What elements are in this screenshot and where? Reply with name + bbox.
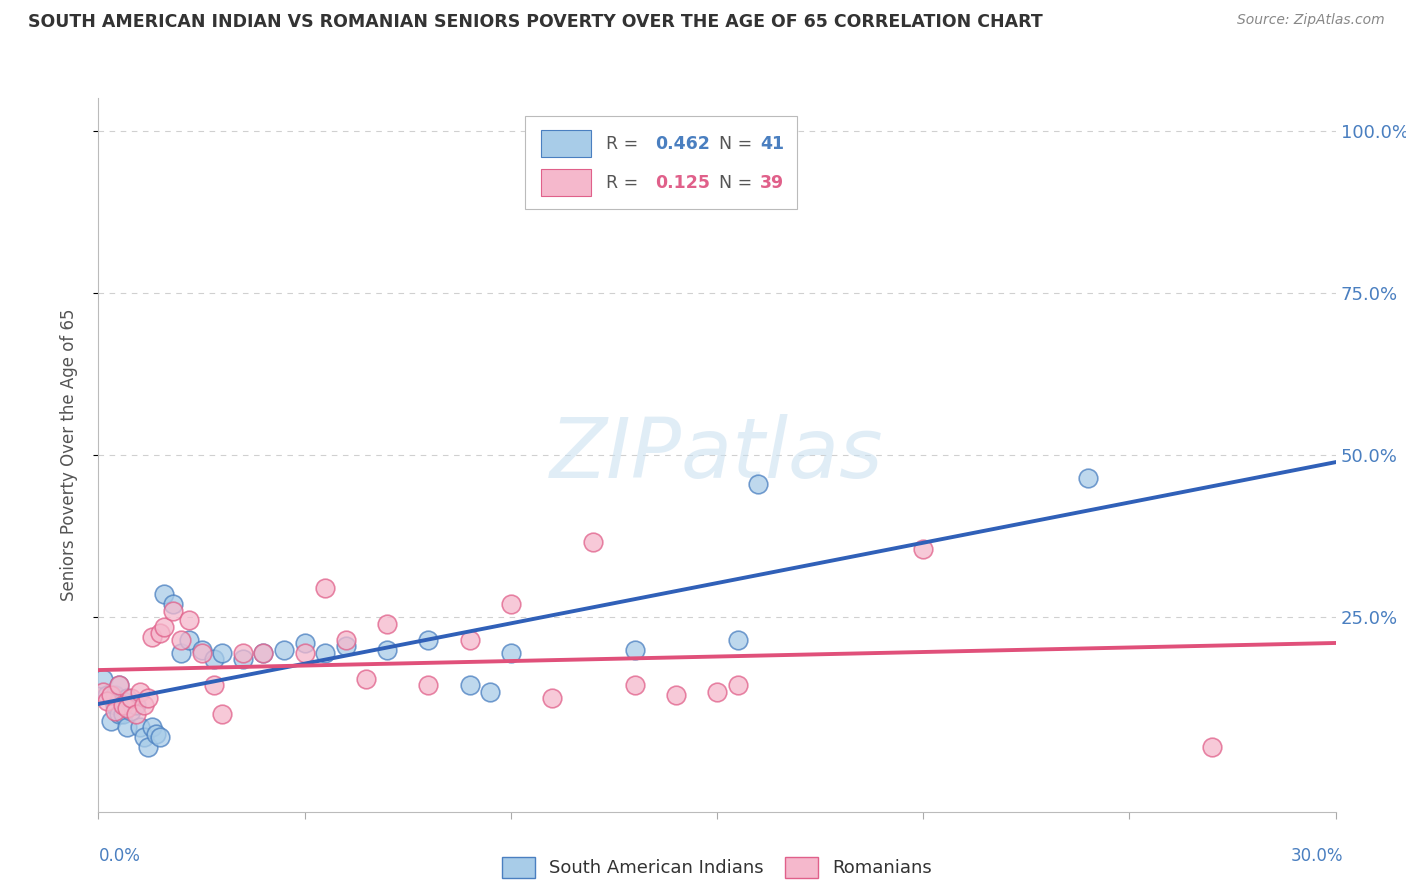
Point [252,646,274,660]
Text: 30.0%: 30.0% [1291,847,1343,865]
Text: ZIPatlas: ZIPatlas [550,415,884,495]
Point [128,684,150,698]
Point [108,678,131,692]
Point [112,694,135,708]
Text: 0.0%: 0.0% [98,847,141,865]
Text: 41: 41 [761,135,785,153]
Point [120,691,142,706]
Point [190,642,212,657]
Point [179,632,201,647]
Point [136,691,159,706]
Point [418,678,440,692]
Text: 39: 39 [761,174,785,192]
Point [145,727,167,741]
Point [132,730,155,744]
Point [273,642,295,657]
Point [458,632,481,647]
Point [499,646,522,660]
Point [582,535,605,549]
Point [108,707,131,722]
Point [120,704,142,718]
Point [623,642,645,657]
Point [104,698,127,712]
Point [132,698,155,712]
Point [117,691,139,706]
Point [96,694,118,708]
Point [1201,739,1223,754]
Point [727,632,749,647]
Point [375,616,398,631]
Point [153,587,176,601]
Point [211,646,233,660]
Point [294,636,316,650]
Legend: South American Indians, Romanians: South American Indians, Romanians [495,849,939,885]
Point [665,688,688,702]
Point [499,597,522,611]
Text: N =: N = [709,135,758,153]
Point [112,698,135,712]
Point [335,640,357,654]
Point [211,707,233,722]
Point [232,646,254,660]
Point [912,541,935,556]
Point [91,684,114,698]
Point [104,704,127,718]
Point [294,646,316,660]
Point [458,678,481,692]
Point [706,684,728,698]
Text: 0.125: 0.125 [655,174,710,192]
Point [252,646,274,660]
Point [124,707,146,722]
Point [117,720,139,734]
Point [112,707,135,722]
Text: N =: N = [709,174,758,192]
Point [202,678,225,692]
Point [541,691,564,706]
Point [190,646,212,660]
FancyBboxPatch shape [541,169,591,196]
Point [335,632,357,647]
Point [149,730,172,744]
Point [747,477,769,491]
Point [202,652,225,666]
Point [141,720,163,734]
FancyBboxPatch shape [526,116,797,209]
Point [1077,470,1099,484]
Point [124,698,146,712]
Point [96,688,118,702]
Point [162,597,184,611]
Point [232,652,254,666]
Point [314,581,336,595]
Point [117,701,139,715]
Point [314,646,336,660]
FancyBboxPatch shape [541,130,591,157]
Point [418,632,440,647]
Point [153,620,176,634]
Point [170,632,193,647]
Point [479,684,502,698]
Point [100,714,122,728]
Point [91,672,114,686]
Text: 0.462: 0.462 [655,135,710,153]
Point [108,678,131,692]
Point [375,642,398,657]
Y-axis label: Seniors Poverty Over the Age of 65: Seniors Poverty Over the Age of 65 [59,309,77,601]
Text: R =: R = [606,135,644,153]
Point [170,646,193,660]
Point [727,678,749,692]
Point [162,604,184,618]
Point [104,688,127,702]
Point [100,688,122,702]
Point [149,626,172,640]
Point [356,672,378,686]
Text: SOUTH AMERICAN INDIAN VS ROMANIAN SENIORS POVERTY OVER THE AGE OF 65 CORRELATION: SOUTH AMERICAN INDIAN VS ROMANIAN SENIOR… [28,13,1043,31]
Text: Source: ZipAtlas.com: Source: ZipAtlas.com [1237,13,1385,28]
Point [136,739,159,754]
Point [623,678,645,692]
Point [141,630,163,644]
Text: R =: R = [606,174,644,192]
Point [179,613,201,627]
Point [128,720,150,734]
